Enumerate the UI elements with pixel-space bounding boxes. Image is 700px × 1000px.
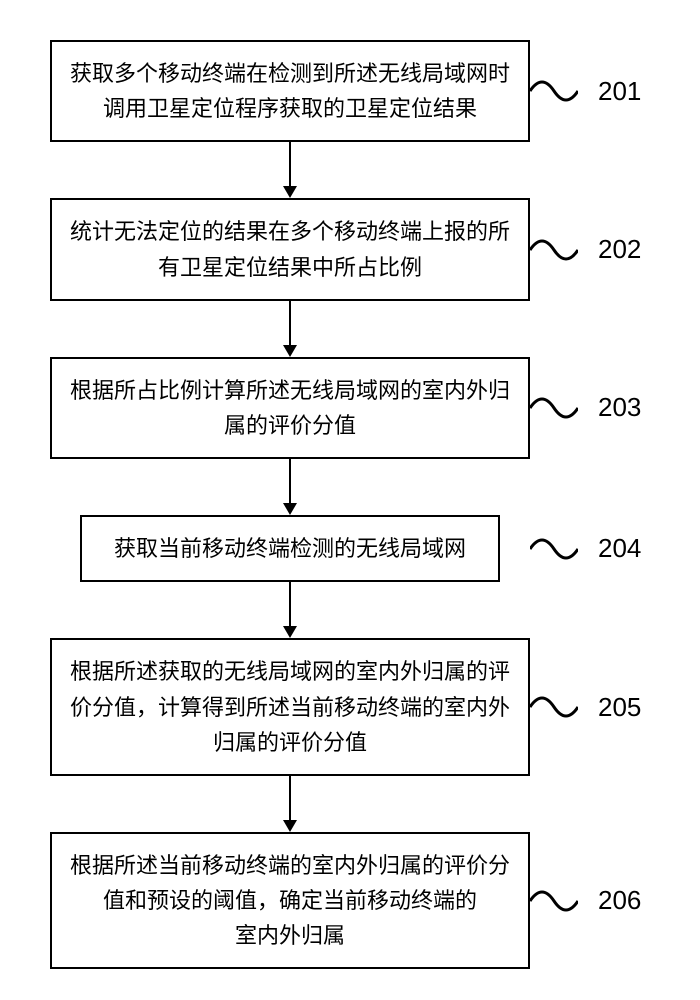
step-row-201: 获取多个移动终端在检测到所述无线局域网时 调用卫星定位程序获取的卫星定位结果 2… xyxy=(50,40,650,142)
step-text: 归属的评价分值 xyxy=(213,730,367,755)
step-box-204: 获取当前移动终端检测的无线局域网 xyxy=(80,515,500,582)
flowchart-container: 获取多个移动终端在检测到所述无线局域网时 调用卫星定位程序获取的卫星定位结果 2… xyxy=(50,40,650,969)
step-box-203: 根据所占比例计算所述无线局域网的室内外归 属的评价分值 xyxy=(50,357,530,459)
step-label-202: 202 xyxy=(598,234,641,265)
squiggle-icon xyxy=(530,230,578,270)
squiggle-icon xyxy=(530,881,578,921)
step-label-203: 203 xyxy=(598,392,641,423)
step-row-205: 根据所述获取的无线局域网的室内外归属的评 价分值，计算得到所述当前移动终端的室内… xyxy=(50,638,650,776)
arrow-205-206 xyxy=(50,776,650,832)
step-text: 根据所述当前移动终端的室内外归属的评价分 xyxy=(70,853,510,878)
squiggle-icon xyxy=(530,388,578,428)
step-text: 价分值，计算得到所述当前移动终端的室内外 xyxy=(70,695,510,720)
squiggle-icon xyxy=(530,687,578,727)
squiggle-icon xyxy=(530,71,578,111)
step-label-204: 204 xyxy=(598,533,641,564)
step-row-203: 根据所占比例计算所述无线局域网的室内外归 属的评价分值 203 xyxy=(50,357,650,459)
step-label-201: 201 xyxy=(598,76,641,107)
step-text: 获取多个移动终端在检测到所述无线局域网时 xyxy=(70,61,510,86)
arrow-201-202 xyxy=(50,142,650,198)
step-label-205: 205 xyxy=(598,692,641,723)
step-text: 值和预设的阈值，确定当前移动终端的 xyxy=(103,888,477,913)
arrow-203-204 xyxy=(50,459,650,515)
arrow-202-203 xyxy=(50,301,650,357)
step-text: 调用卫星定位程序获取的卫星定位结果 xyxy=(103,96,477,121)
step-text: 根据所述获取的无线局域网的室内外归属的评 xyxy=(70,659,510,684)
step-row-204: 获取当前移动终端检测的无线局域网 204 xyxy=(50,515,650,582)
step-label-206: 206 xyxy=(598,885,641,916)
arrow-204-205 xyxy=(50,582,650,638)
step-row-206: 根据所述当前移动终端的室内外归属的评价分 值和预设的阈值，确定当前移动终端的 室… xyxy=(50,832,650,970)
step-text: 属的评价分值 xyxy=(224,413,356,438)
step-box-202: 统计无法定位的结果在多个移动终端上报的所 有卫星定位结果中所占比例 xyxy=(50,198,530,300)
step-text: 室内外归属 xyxy=(235,923,345,948)
step-text: 统计无法定位的结果在多个移动终端上报的所 xyxy=(70,219,510,244)
step-row-202: 统计无法定位的结果在多个移动终端上报的所 有卫星定位结果中所占比例 202 xyxy=(50,198,650,300)
step-text: 有卫星定位结果中所占比例 xyxy=(158,255,422,280)
step-text: 根据所占比例计算所述无线局域网的室内外归 xyxy=(70,378,510,403)
step-text: 获取当前移动终端检测的无线局域网 xyxy=(114,536,466,561)
squiggle-icon xyxy=(530,529,578,569)
step-box-205: 根据所述获取的无线局域网的室内外归属的评 价分值，计算得到所述当前移动终端的室内… xyxy=(50,638,530,776)
step-box-201: 获取多个移动终端在检测到所述无线局域网时 调用卫星定位程序获取的卫星定位结果 xyxy=(50,40,530,142)
step-box-206: 根据所述当前移动终端的室内外归属的评价分 值和预设的阈值，确定当前移动终端的 室… xyxy=(50,832,530,970)
